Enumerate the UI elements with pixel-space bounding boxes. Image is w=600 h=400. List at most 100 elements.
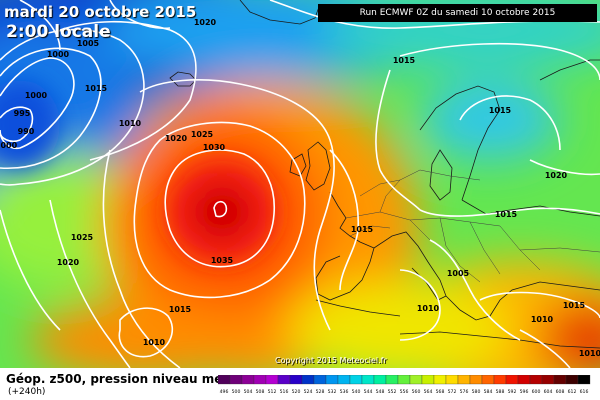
isobar-label: 1020 bbox=[165, 134, 188, 143]
scale-swatch bbox=[505, 375, 519, 385]
scale-swatch bbox=[349, 375, 363, 385]
scale-tick-label: 536 bbox=[340, 389, 349, 395]
scale-swatch bbox=[493, 375, 507, 385]
scale-tick-label: 556 bbox=[400, 389, 409, 395]
scale-tick-label: 568 bbox=[436, 389, 445, 395]
scale-swatch bbox=[409, 375, 423, 385]
isobar-label: 1030 bbox=[203, 143, 226, 152]
scale-tick-label: 588 bbox=[496, 389, 505, 395]
scale-tick-label: 592 bbox=[508, 389, 517, 395]
scale-tick-label: 596 bbox=[520, 389, 529, 395]
scale-tick-label: 540 bbox=[352, 389, 361, 395]
scale-swatch bbox=[385, 375, 399, 385]
scale-swatch bbox=[541, 375, 555, 385]
scale-tick-label: 524 bbox=[304, 389, 313, 395]
scale-tick-label: 512 bbox=[268, 389, 277, 395]
scale-tick-label: 576 bbox=[460, 389, 469, 395]
scale-tick-label: 616 bbox=[580, 389, 589, 395]
legend-title: Géop. z500, pression niveau mer bbox=[6, 372, 229, 386]
scale-tick-label: 552 bbox=[388, 389, 397, 395]
scale-tick-label: 580 bbox=[472, 389, 481, 395]
legend-bar: Géop. z500, pression niveau mer (+240h) … bbox=[0, 368, 600, 400]
scale-tick-label: 548 bbox=[376, 389, 385, 395]
scale-tick-label: 584 bbox=[484, 389, 493, 395]
scale-tick-label: 572 bbox=[448, 389, 457, 395]
scale-tick-label: 516 bbox=[280, 389, 289, 395]
isobar-label: 1010 bbox=[119, 119, 142, 128]
scale-swatch bbox=[218, 375, 231, 385]
color-scale: 496 500 504 508 512 516 520 524 528 532 536 540 544 5… bbox=[218, 375, 591, 395]
isobar-label: 1010 bbox=[417, 304, 440, 313]
scale-tick-label: 508 bbox=[256, 389, 265, 395]
isobar-label: 1025 bbox=[71, 233, 94, 242]
scale-swatch bbox=[361, 375, 375, 385]
isobar-label: 1000 bbox=[47, 50, 70, 59]
isobar-label: 1010 bbox=[531, 315, 554, 324]
isobar-label: 990 bbox=[18, 127, 35, 136]
isobar-label: 1005 bbox=[77, 39, 100, 48]
scale-swatch bbox=[457, 375, 471, 385]
scale-swatch bbox=[241, 375, 255, 385]
isobar-label: 1020 bbox=[57, 258, 80, 267]
scale-swatch bbox=[265, 375, 279, 385]
scale-tick-label: 544 bbox=[364, 389, 373, 395]
scale-swatch bbox=[337, 375, 351, 385]
scale-tick-label: 600 bbox=[532, 389, 541, 395]
isobar-labels: 1020 1015 1000 995 990 1000 1005 1000 10… bbox=[0, 18, 600, 358]
isobar-label: 1015 bbox=[169, 305, 192, 314]
isobar-label: 1010 bbox=[579, 349, 600, 358]
copyright-notice: Copyright 2015 Meteociel.fr bbox=[275, 356, 387, 365]
scale-tick-label: 612 bbox=[568, 389, 577, 395]
geopotential-field bbox=[0, 0, 600, 368]
scale-swatch bbox=[313, 375, 327, 385]
scale-tick-label: 500 bbox=[232, 389, 241, 395]
scale-swatch bbox=[325, 375, 339, 385]
run-info-banner: Run ECMWF 0Z du samedi 10 octobre 2015 bbox=[318, 4, 597, 22]
isobar-label: 1005 bbox=[447, 269, 470, 278]
scale-tick-label: 564 bbox=[424, 389, 433, 395]
isobar-label: 1015 bbox=[495, 210, 518, 219]
isobar-label: 1015 bbox=[393, 56, 416, 65]
scale-swatch bbox=[421, 375, 435, 385]
scale-tick-label: 496 bbox=[220, 389, 229, 395]
scale-tick-label: 528 bbox=[316, 389, 325, 395]
scale-tick-label: 532 bbox=[328, 389, 337, 395]
scale-tick-label: 560 bbox=[412, 389, 421, 395]
isobar-label: 1020 bbox=[545, 171, 568, 180]
scale-swatch bbox=[289, 375, 303, 385]
scale-swatch bbox=[445, 375, 459, 385]
scale-swatch bbox=[253, 375, 267, 385]
scale-swatch bbox=[277, 375, 291, 385]
forecast-date: mardi 20 octobre 2015 bbox=[4, 3, 197, 21]
isobar-label: 1000 bbox=[0, 141, 18, 150]
scale-tick-label: 504 bbox=[244, 389, 253, 395]
isobar-label: 1015 bbox=[85, 84, 108, 93]
isobar-label: 1035 bbox=[211, 256, 234, 265]
scale-swatch bbox=[433, 375, 447, 385]
lead-time: (+240h) bbox=[8, 387, 46, 397]
scale-swatch bbox=[517, 375, 531, 385]
scale-tick-label: 604 bbox=[544, 389, 553, 395]
scale-swatch bbox=[565, 375, 579, 385]
isobar-label: 1015 bbox=[489, 106, 512, 115]
isobar-label: 1000 bbox=[25, 91, 48, 100]
scale-swatch bbox=[469, 375, 483, 385]
isobar-label: 1015 bbox=[351, 225, 374, 234]
forecast-hour: 2:00 locale bbox=[6, 22, 111, 42]
isobar-label: 1025 bbox=[191, 130, 214, 139]
scale-swatch bbox=[529, 375, 543, 385]
scale-swatch bbox=[301, 375, 315, 385]
isobar-label: 1020 bbox=[194, 18, 217, 27]
isobar-label: 995 bbox=[14, 109, 31, 118]
scale-swatch bbox=[229, 375, 243, 385]
scale-swatch bbox=[397, 375, 411, 385]
scale-tick-label: 608 bbox=[556, 389, 565, 395]
scale-swatch bbox=[553, 375, 567, 385]
scale-swatch bbox=[577, 375, 591, 385]
isobar-label: 1010 bbox=[143, 338, 166, 347]
borders bbox=[345, 169, 600, 283]
isobar-label: 1015 bbox=[563, 301, 586, 310]
scale-tick-label: 520 bbox=[292, 389, 301, 395]
isobar-lines bbox=[0, 0, 600, 368]
